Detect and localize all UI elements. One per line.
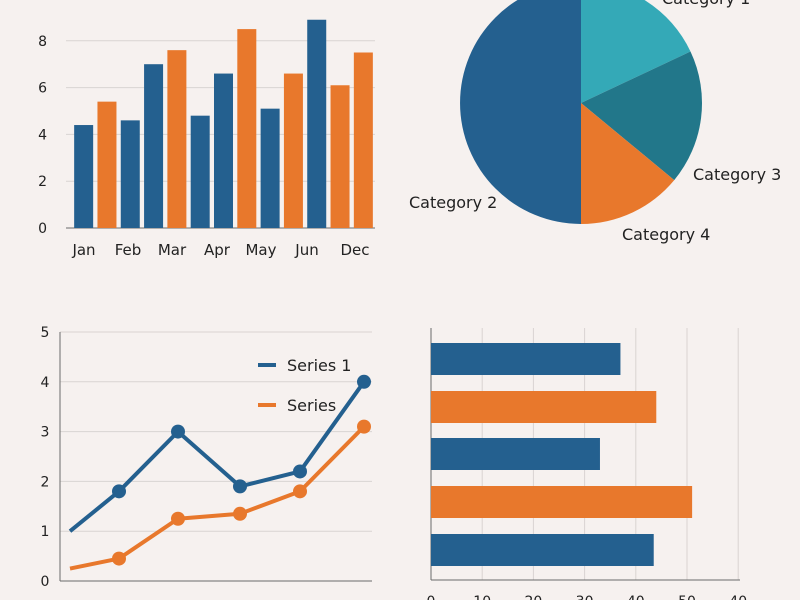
y-tick-label: 3 [41, 425, 50, 441]
x-tick-label: 30 [576, 594, 594, 600]
bar [214, 73, 233, 228]
bar [144, 64, 164, 228]
y-tick-label: 0 [38, 221, 47, 237]
bar [237, 29, 257, 228]
bar [431, 438, 600, 470]
data-point [357, 374, 371, 389]
x-tick-label: Jun [294, 241, 318, 259]
x-tick-label: Apr [204, 241, 231, 259]
data-point [171, 424, 185, 439]
x-tick-label: 40 [729, 594, 747, 600]
data-point [112, 551, 126, 566]
y-tick-label: 5 [41, 325, 50, 341]
y-tick-label: 2 [41, 474, 50, 490]
data-point [233, 506, 247, 521]
horizontal-bar-chart: 0 10 20 30 40 50 40 [427, 328, 747, 600]
bar [167, 50, 187, 228]
x-tick-label: Dec [340, 241, 369, 259]
bar [353, 52, 373, 228]
pie-slice-label: Category 4 [622, 225, 710, 244]
pie-slice [581, 51, 703, 181]
pie-slice-label: Category 1 [662, 0, 750, 8]
x-tick-label: 0 [427, 594, 436, 600]
bar [283, 73, 303, 228]
bar [97, 101, 117, 228]
series-line [69, 425, 366, 571]
pie-chart: Category 1 Category 3 Category 4 Category 2 [409, 0, 781, 244]
pie-slice-label: Category 2 [409, 193, 497, 212]
y-tick-label: 8 [38, 34, 47, 50]
bar [431, 486, 693, 518]
pie-slice [460, 0, 581, 224]
legend-label: Series 1 [287, 356, 351, 375]
x-tick-label: 10 [473, 594, 491, 600]
data-point [233, 479, 247, 494]
x-tick-label: Mar [158, 241, 187, 259]
x-tick-label: 50 [678, 594, 696, 600]
pie-slice [581, 103, 675, 224]
x-tick-label: Jan [71, 241, 95, 259]
vertical-bar-chart: 0 2 4 6 8 10 Jan Feb Mar Apr May Jun Dec [29, 0, 375, 259]
data-point [171, 511, 185, 526]
bar [190, 115, 210, 228]
y-tick-label: 6 [38, 81, 47, 97]
pie-slice-label: Category 3 [693, 165, 781, 184]
y-tick-label: 10 [29, 0, 47, 3]
x-tick-label: 40 [627, 594, 645, 600]
series-line [68, 380, 366, 533]
x-tick-label: 20 [524, 594, 542, 600]
data-point [293, 484, 307, 499]
legend-label: Series [287, 396, 336, 415]
data-point [357, 419, 371, 434]
bar [431, 391, 657, 423]
bar [260, 108, 280, 228]
bar [330, 85, 350, 228]
bar [431, 534, 654, 566]
bar [431, 343, 621, 375]
x-tick-label: Feb [115, 241, 142, 259]
y-tick-label: 4 [41, 375, 50, 391]
bar [120, 120, 140, 228]
y-tick-label: 4 [38, 127, 47, 143]
data-point [112, 484, 126, 499]
y-tick-label: 2 [38, 174, 47, 190]
bar [74, 125, 94, 228]
data-point [293, 464, 307, 479]
bar [307, 19, 327, 228]
line-chart: 0 1 2 3 4 5 Series 1 Series [41, 325, 372, 590]
y-tick-label: 0 [41, 574, 50, 590]
pie-slice [581, 0, 691, 103]
x-tick-label: May [245, 241, 276, 259]
y-tick-label: 1 [41, 524, 50, 540]
